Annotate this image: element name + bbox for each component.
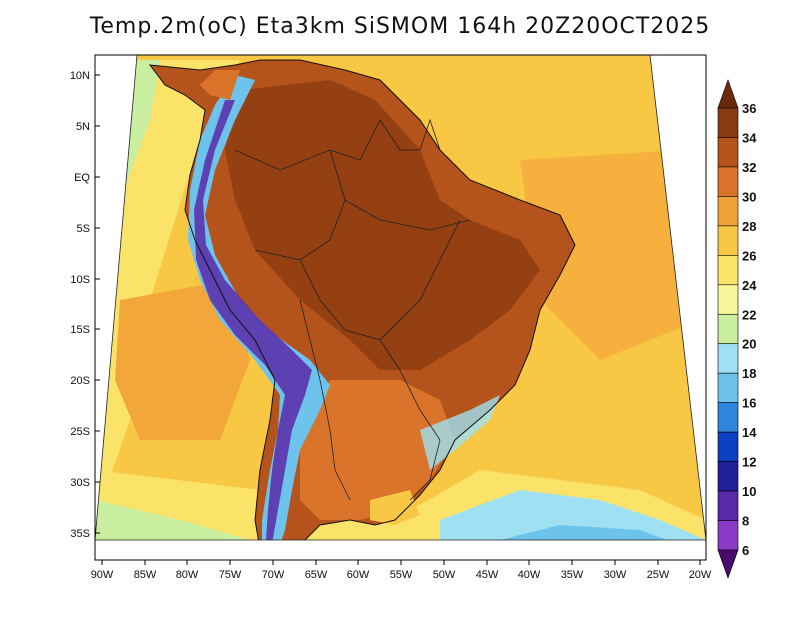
lon-label: 70W [262,569,285,581]
colorbar-label: 18 [742,366,756,381]
lat-label: 15S [70,324,90,336]
lon-axis: 90W 85W 80W 75W 70W 65W 60W 55W 50W 45W … [91,560,712,581]
colorbar-label: 6 [742,543,749,558]
lon-label: 85W [134,569,157,581]
pacific-warm-patch [115,280,250,440]
lat-label: 20S [70,375,90,387]
south-cool-waters [440,490,706,540]
lon-label: 45W [476,569,499,581]
lon-label: 50W [433,569,456,581]
andes-cold-strip [188,75,330,540]
colorbar-top-arrow [717,79,739,109]
south-colder-waters [500,525,680,540]
lat-label: EQ [74,172,90,184]
colorbar: 36 34 32 30 28 26 24 22 20 18 16 14 12 10 8 6 [717,79,757,579]
lat-axis: 10N 5N EQ 5S 10S 15S 20S 25S 30S 35S [70,70,100,540]
colorbar-label: 8 [742,514,749,529]
lon-label: 30W [604,569,627,581]
lon-label: 35W [561,569,584,581]
colorbar-label: 14 [742,425,757,440]
colorbar-segment [717,313,739,345]
colorbar-label: 30 [742,189,756,204]
colorbar-label: 12 [742,455,756,470]
colorbar-label: 32 [742,160,756,175]
lon-label: 65W [305,569,328,581]
colorbar-segment [717,490,739,521]
lat-label: 35S [70,528,90,540]
colorbar-segment [717,196,739,227]
lat-label: 30S [70,477,90,489]
uruguay-mild [370,490,420,525]
amazon-hot-core [225,80,540,370]
andes-coldest-strip [194,100,312,540]
lat-label: 25S [70,426,90,438]
colorbar-label: 22 [742,307,756,322]
lon-label: 80W [176,569,199,581]
lon-label: 55W [390,569,413,581]
lat-label: 10S [70,274,90,286]
colorbar-segment [717,343,739,374]
colorbar-label: 34 [742,130,757,145]
colorbar-label: 24 [742,278,757,293]
lon-label: 75W [219,569,242,581]
colorbar-segment [717,225,739,256]
atlantic-warm-patch [520,150,700,360]
colorbar-segment [717,255,739,286]
lon-label: 40W [518,569,541,581]
coastline [148,59,576,540]
colorbar-label: 20 [742,337,756,352]
south-west-green [95,500,250,540]
colorbar-label: 36 [742,101,756,116]
colombia-north [200,70,240,100]
colorbar-segment [717,431,739,462]
colorbar-label: 10 [742,484,756,499]
colorbar-label: 26 [742,248,756,263]
lon-label: 60W [347,569,370,581]
lon-label: 90W [91,569,114,581]
colorbar-bottom-arrow [717,549,739,579]
colorbar-segment [717,402,739,433]
colorbar-label: 16 [742,396,756,411]
lat-label: 5N [76,121,90,133]
map-title: Temp.2m(oC) Eta3km SiSMOM 164h 20Z20OCT2… [89,14,711,39]
colorbar-segment [717,137,739,168]
temperature-field [95,55,706,540]
colorbar-segment [717,284,739,315]
country-borders [234,118,471,501]
colorbar-segment [717,166,739,197]
colorbar-label: 28 [742,219,756,234]
colorbar-segment [717,520,739,551]
colorbar-segment [717,372,739,403]
colorbar-segment [717,107,739,138]
southern-warm-land [300,380,455,520]
southeast-cool-coast [420,395,500,470]
lon-label: 20W [689,569,712,581]
lat-label: 10N [70,70,90,82]
colorbar-segment [717,461,739,492]
lon-label: 25W [647,569,670,581]
lat-label: 5S [77,223,90,235]
